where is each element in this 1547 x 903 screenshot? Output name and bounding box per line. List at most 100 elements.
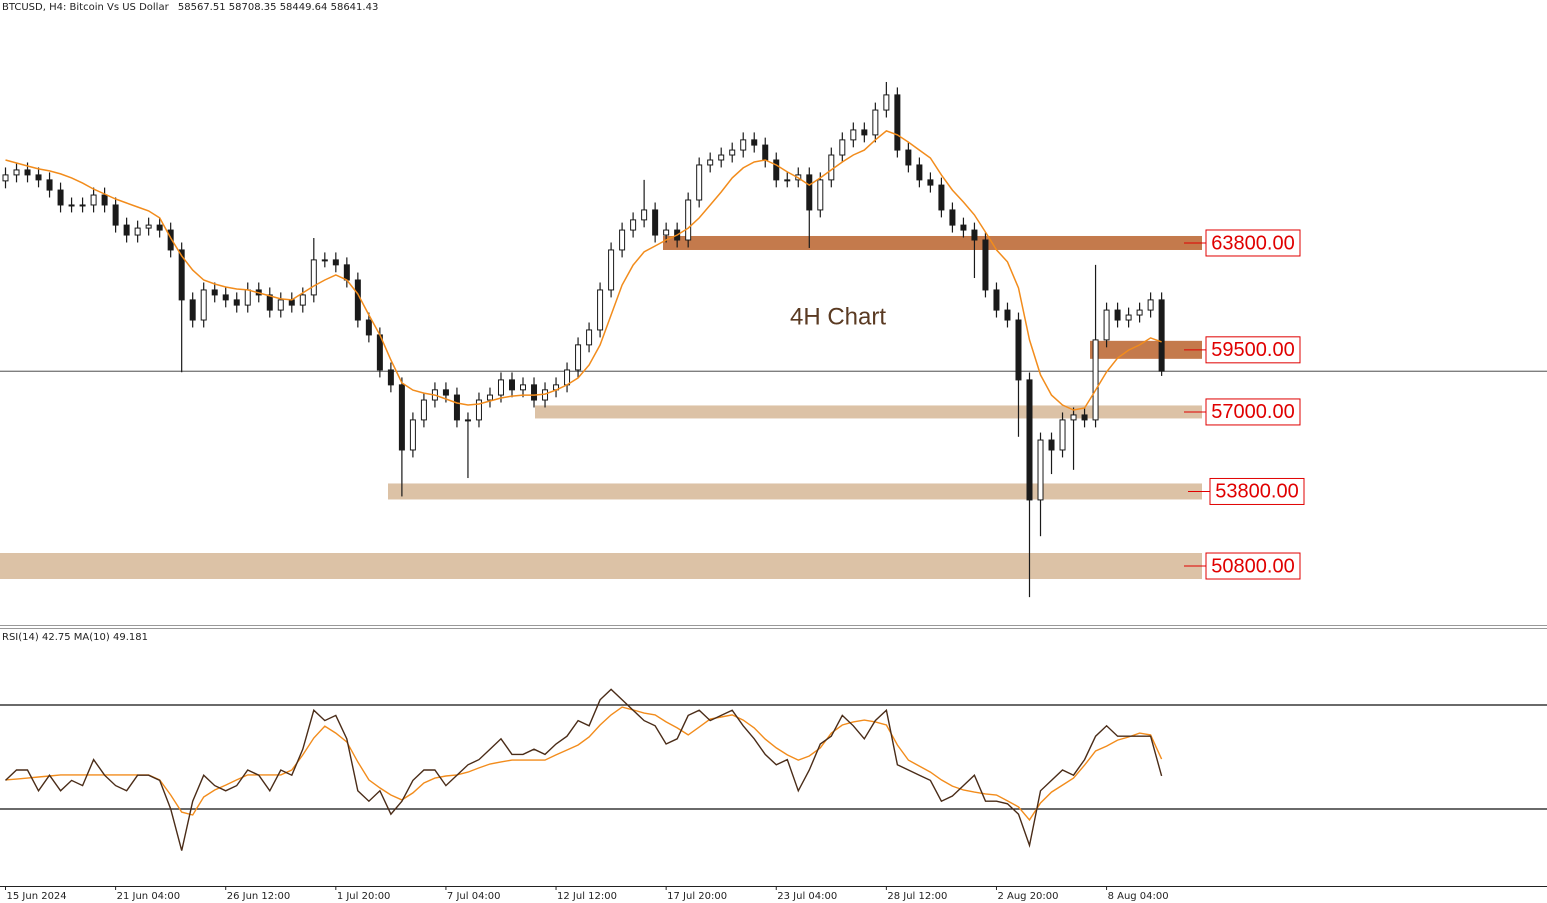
level-label-box xyxy=(1205,552,1301,580)
candle-body xyxy=(718,154,725,161)
candle-body xyxy=(321,259,328,262)
level-label-box xyxy=(1209,477,1305,505)
candle-body xyxy=(960,224,967,231)
symbol-title: BTCUSD, H4: Bitcoin Vs US Dollar xyxy=(2,2,170,13)
candle-body xyxy=(1158,299,1165,372)
candle-body xyxy=(486,394,493,401)
candle-body xyxy=(1059,419,1066,451)
candle-body xyxy=(916,164,923,181)
candle-body xyxy=(1070,414,1077,421)
header-low: 58449.64 xyxy=(280,2,328,13)
x-tick-label: 23 Jul 04:00 xyxy=(777,891,837,902)
candle-body xyxy=(751,139,758,146)
candle-body xyxy=(663,229,670,236)
candle-body xyxy=(409,419,416,451)
candle-body xyxy=(497,379,504,396)
candle-body xyxy=(222,294,229,301)
header-close: 58641.43 xyxy=(331,2,379,13)
candle-body xyxy=(729,149,736,156)
rsi-name: RSI(14) xyxy=(2,632,39,643)
x-tick-label: 26 Jun 12:00 xyxy=(227,891,291,902)
level-label-box xyxy=(1205,398,1301,426)
x-tick-label: 21 Jun 04:00 xyxy=(117,891,181,902)
candle-body xyxy=(641,209,648,221)
level-label: 53800.00 xyxy=(1215,481,1298,503)
x-tick-label: 1 Jul 20:00 xyxy=(337,891,391,902)
candle-body xyxy=(938,184,945,211)
candle-body xyxy=(365,319,372,336)
candle-body xyxy=(1114,309,1121,321)
candle-body xyxy=(1092,339,1099,421)
candle-body xyxy=(90,194,97,206)
candle-body xyxy=(608,249,615,291)
level-label: 50800.00 xyxy=(1211,555,1294,577)
candle-body xyxy=(156,224,163,231)
candle-body xyxy=(905,149,912,166)
candle-body xyxy=(696,164,703,201)
candle-body xyxy=(211,289,218,296)
candle-body xyxy=(145,224,152,229)
candle-body xyxy=(850,129,857,141)
candle-body xyxy=(993,289,1000,311)
candle-body xyxy=(101,194,108,206)
candle-body xyxy=(707,159,714,166)
candle-body xyxy=(46,179,53,191)
candle-body xyxy=(310,259,317,296)
candle-body xyxy=(927,179,934,186)
candle-body xyxy=(343,264,350,281)
x-tick-label: 17 Jul 20:00 xyxy=(667,891,727,902)
candle-body xyxy=(299,294,306,306)
candle-body xyxy=(597,289,604,331)
candle-body xyxy=(398,384,405,451)
candle-body xyxy=(1004,309,1011,321)
candle-body xyxy=(508,379,515,391)
candle-body xyxy=(883,94,890,111)
candle-body xyxy=(1125,314,1132,321)
candle-body xyxy=(861,129,868,136)
candle-body xyxy=(266,294,273,311)
candle-body xyxy=(839,139,846,156)
chart-header: BTCUSD, H4: Bitcoin Vs US Dollar 58567.5… xyxy=(2,2,378,13)
ma-name: MA(10) xyxy=(74,632,110,643)
rsi-line xyxy=(5,706,1163,822)
candle-body xyxy=(1136,309,1143,316)
candle-body xyxy=(332,259,339,266)
candle-body xyxy=(762,144,769,161)
x-tick-label: 15 Jun 2024 xyxy=(7,891,67,902)
rsi-line xyxy=(5,688,1163,851)
candle-body xyxy=(24,169,31,176)
candle-body xyxy=(828,154,835,181)
candle-body xyxy=(288,299,295,306)
candle-body xyxy=(817,179,824,211)
candle-body xyxy=(971,229,978,241)
rsi-header: RSI(14) 42.75 MA(10) 49.181 xyxy=(2,632,148,643)
candle-body xyxy=(123,224,130,236)
candle-body xyxy=(784,179,791,182)
candle-body xyxy=(277,299,284,311)
candle-body xyxy=(68,204,75,207)
candle-body xyxy=(773,159,780,181)
candle-body xyxy=(178,249,185,301)
candle-body xyxy=(13,169,20,176)
level-zone xyxy=(0,553,1202,580)
candle-body xyxy=(1026,379,1033,501)
candle-body xyxy=(200,289,207,321)
rsi-value: 42.75 xyxy=(42,632,71,643)
level-label: 57000.00 xyxy=(1211,401,1294,423)
candle-body xyxy=(1103,309,1110,341)
candle-body xyxy=(740,139,747,151)
level-zone xyxy=(535,405,1202,419)
candle-body xyxy=(619,229,626,251)
candle-body xyxy=(189,299,196,321)
header-high: 58708.35 xyxy=(229,2,277,13)
candle-body xyxy=(1037,439,1044,501)
candle-body xyxy=(475,399,482,421)
candle-body xyxy=(564,369,571,386)
candle-body xyxy=(57,189,64,206)
candle-body xyxy=(2,174,9,182)
level-zone xyxy=(1090,340,1202,359)
candle-body xyxy=(35,174,42,181)
x-tick-label: 7 Jul 04:00 xyxy=(447,891,501,902)
candle-body xyxy=(233,299,240,306)
